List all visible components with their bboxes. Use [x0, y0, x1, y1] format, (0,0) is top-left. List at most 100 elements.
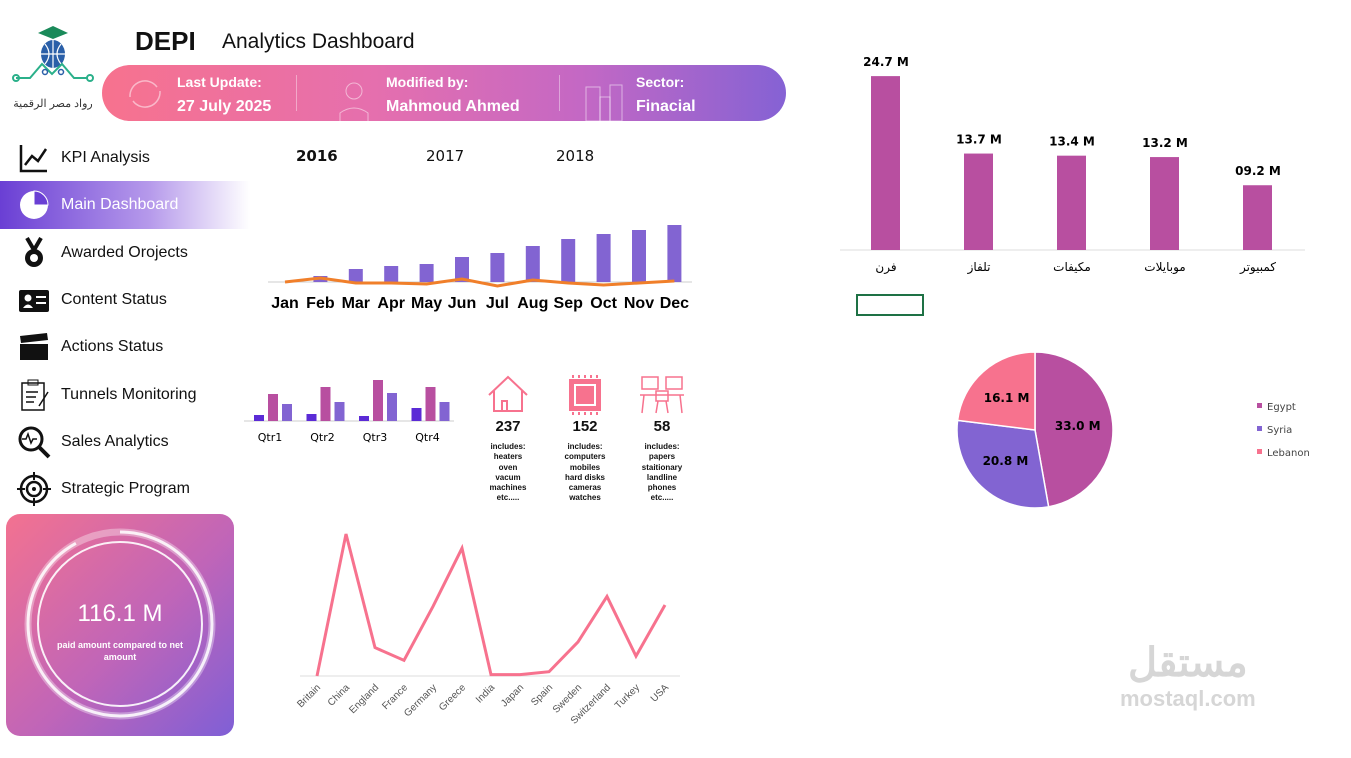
- tick-label: Aug: [517, 295, 548, 312]
- tick-label: Apr: [377, 295, 405, 312]
- tick-label: Qtr4: [415, 431, 440, 444]
- house-icon: [488, 375, 528, 412]
- sidebar-item-actions-status[interactable]: Actions Status: [0, 323, 250, 371]
- tick-label: موبايلات: [1144, 260, 1185, 275]
- quarterly-chart: Qtr1 Qtr2 Qtr3 Qtr4: [244, 380, 454, 444]
- last-update-label: Last Update:: [177, 74, 262, 90]
- logo-text: رواد مصر الرقمية: [13, 98, 93, 110]
- category-includes: includes: papers staitionary landline phones…: [641, 442, 683, 503]
- tick-label: Britain: [295, 682, 323, 710]
- bar-Oct: [596, 234, 611, 282]
- data-label: 24.7 M: [863, 55, 909, 69]
- bar-Mar: [348, 269, 363, 282]
- year-2017[interactable]: 2017: [426, 147, 465, 165]
- user-icon: [339, 82, 369, 121]
- legend-label: Syria: [1267, 425, 1292, 436]
- tick-label: England: [347, 682, 381, 716]
- category-includes: includes: heaters oven vacum machines etc....…: [489, 442, 527, 503]
- selected-cell[interactable]: [856, 294, 924, 316]
- tick-label: Mar: [342, 295, 370, 312]
- clipboard-icon: [17, 378, 51, 412]
- data-label: 20.8 M: [983, 454, 1029, 468]
- brand-title: DEPI: [135, 26, 196, 56]
- tick-label: Jul: [486, 295, 509, 312]
- bar-Qtr2: [320, 387, 331, 421]
- tick-label: India: [474, 682, 497, 705]
- tick-label: مكيفات: [1053, 260, 1091, 274]
- bar-0: [871, 76, 900, 250]
- bar-Jul: [490, 253, 505, 282]
- modified-by-label: Modified by:: [386, 74, 469, 90]
- bar-Qtr4: [425, 387, 436, 421]
- info-banner: Last Update: 27 July 2025 Modified by: M…: [102, 65, 786, 121]
- legend-swatch: [1257, 426, 1262, 431]
- kpi-card: 116.1 M paid amount compared to net amou…: [6, 514, 234, 736]
- sidebar-item-label: Actions Status: [61, 338, 164, 356]
- legend-label: Lebanon: [1267, 448, 1310, 459]
- sidebar-item-label: Sales Analytics: [61, 432, 169, 450]
- sidebar-item-kpi-analysis[interactable]: KPI Analysis: [0, 134, 250, 182]
- sidebar-item-sales-analytics[interactable]: Sales Analytics: [0, 418, 250, 466]
- bar-Qtr3: [387, 393, 397, 421]
- sidebar-item-tunnels-monitoring[interactable]: Tunnels Monitoring: [0, 371, 250, 419]
- bar-2: [1057, 155, 1086, 250]
- legend-swatch: [1257, 403, 1262, 408]
- target-icon: [17, 472, 51, 507]
- kpi-value: 116.1 M: [77, 600, 163, 627]
- bar-Qtr2: [306, 414, 317, 421]
- tick-label: Greece: [437, 682, 468, 713]
- tick-label: Spain: [529, 682, 555, 708]
- year-2018[interactable]: 2018: [556, 147, 595, 165]
- line-series: [315, 533, 667, 677]
- sidebar-item-label: KPI Analysis: [61, 149, 150, 166]
- tick-label: Dec: [660, 295, 689, 312]
- bar-May: [419, 264, 434, 282]
- slice-Syria: [956, 419, 1050, 509]
- bar-Nov: [632, 230, 646, 282]
- line-chart-icon: [17, 141, 51, 175]
- products-chart: 24.7 M فرن 13.7 M تلفاز 13.4 M مكيفات 13.2 M مو…: [840, 55, 1305, 275]
- refresh-icon: [129, 80, 161, 108]
- tick-label: Jan: [271, 295, 299, 312]
- tick-label: Oct: [590, 295, 617, 312]
- sidebar-item-awarded-orojects[interactable]: Awarded Orojects: [0, 229, 250, 277]
- sidebar-item-label: Tunnels Monitoring: [61, 385, 197, 403]
- legend-label: Egypt: [1267, 402, 1296, 413]
- magnifier-pulse-icon: [17, 425, 51, 459]
- sidebar-item-label: Main Dashboard: [61, 196, 179, 214]
- year-2016[interactable]: 2016: [296, 147, 338, 165]
- modified-by-value: Mahmoud Ahmed: [386, 98, 520, 115]
- tick-label: تلفاز: [967, 260, 991, 275]
- legend-swatch: [1257, 449, 1262, 454]
- bar-Sep: [561, 239, 576, 282]
- bar-1: [964, 153, 993, 250]
- bar-Aug: [525, 246, 540, 282]
- clapperboard-icon: [17, 330, 51, 364]
- tick-label: Qtr3: [363, 431, 388, 444]
- page-title: Analytics Dashboard: [222, 30, 415, 53]
- category-includes: includes: computers mobiles hard disks camer…: [564, 442, 606, 503]
- tick-label: Turkey: [613, 682, 642, 711]
- data-label: 13.4 M: [1049, 135, 1095, 149]
- sidebar-item-label: Content Status: [61, 290, 167, 308]
- bar-Qtr4: [411, 408, 422, 421]
- bar-Dec: [667, 225, 682, 282]
- sidebar-item-content-status[interactable]: Content Status: [0, 276, 250, 324]
- bar-Qtr1: [268, 394, 278, 421]
- sidebar-item-main-dashboard[interactable]: Main Dashboard: [0, 181, 250, 230]
- sidebar-item-strategic-program[interactable]: Strategic Program: [0, 465, 250, 513]
- tick-label: Qtr2: [310, 431, 335, 444]
- bar-Qtr1: [254, 415, 264, 421]
- kpi-caption: paid amount compared to net amount: [56, 640, 183, 662]
- bar-3: [1150, 157, 1179, 250]
- logo: رواد مصر الرقمية: [12, 22, 94, 110]
- id-card-icon: [17, 283, 51, 317]
- tick-label: USA: [649, 682, 672, 705]
- bar-Qtr4: [439, 402, 450, 421]
- data-label: 13.7 M: [956, 133, 1002, 147]
- data-label: 16.1 M: [984, 391, 1030, 405]
- data-label: 33.0 M: [1055, 419, 1101, 433]
- category-count: 152: [572, 418, 598, 435]
- sector-value: Finacial: [636, 98, 696, 115]
